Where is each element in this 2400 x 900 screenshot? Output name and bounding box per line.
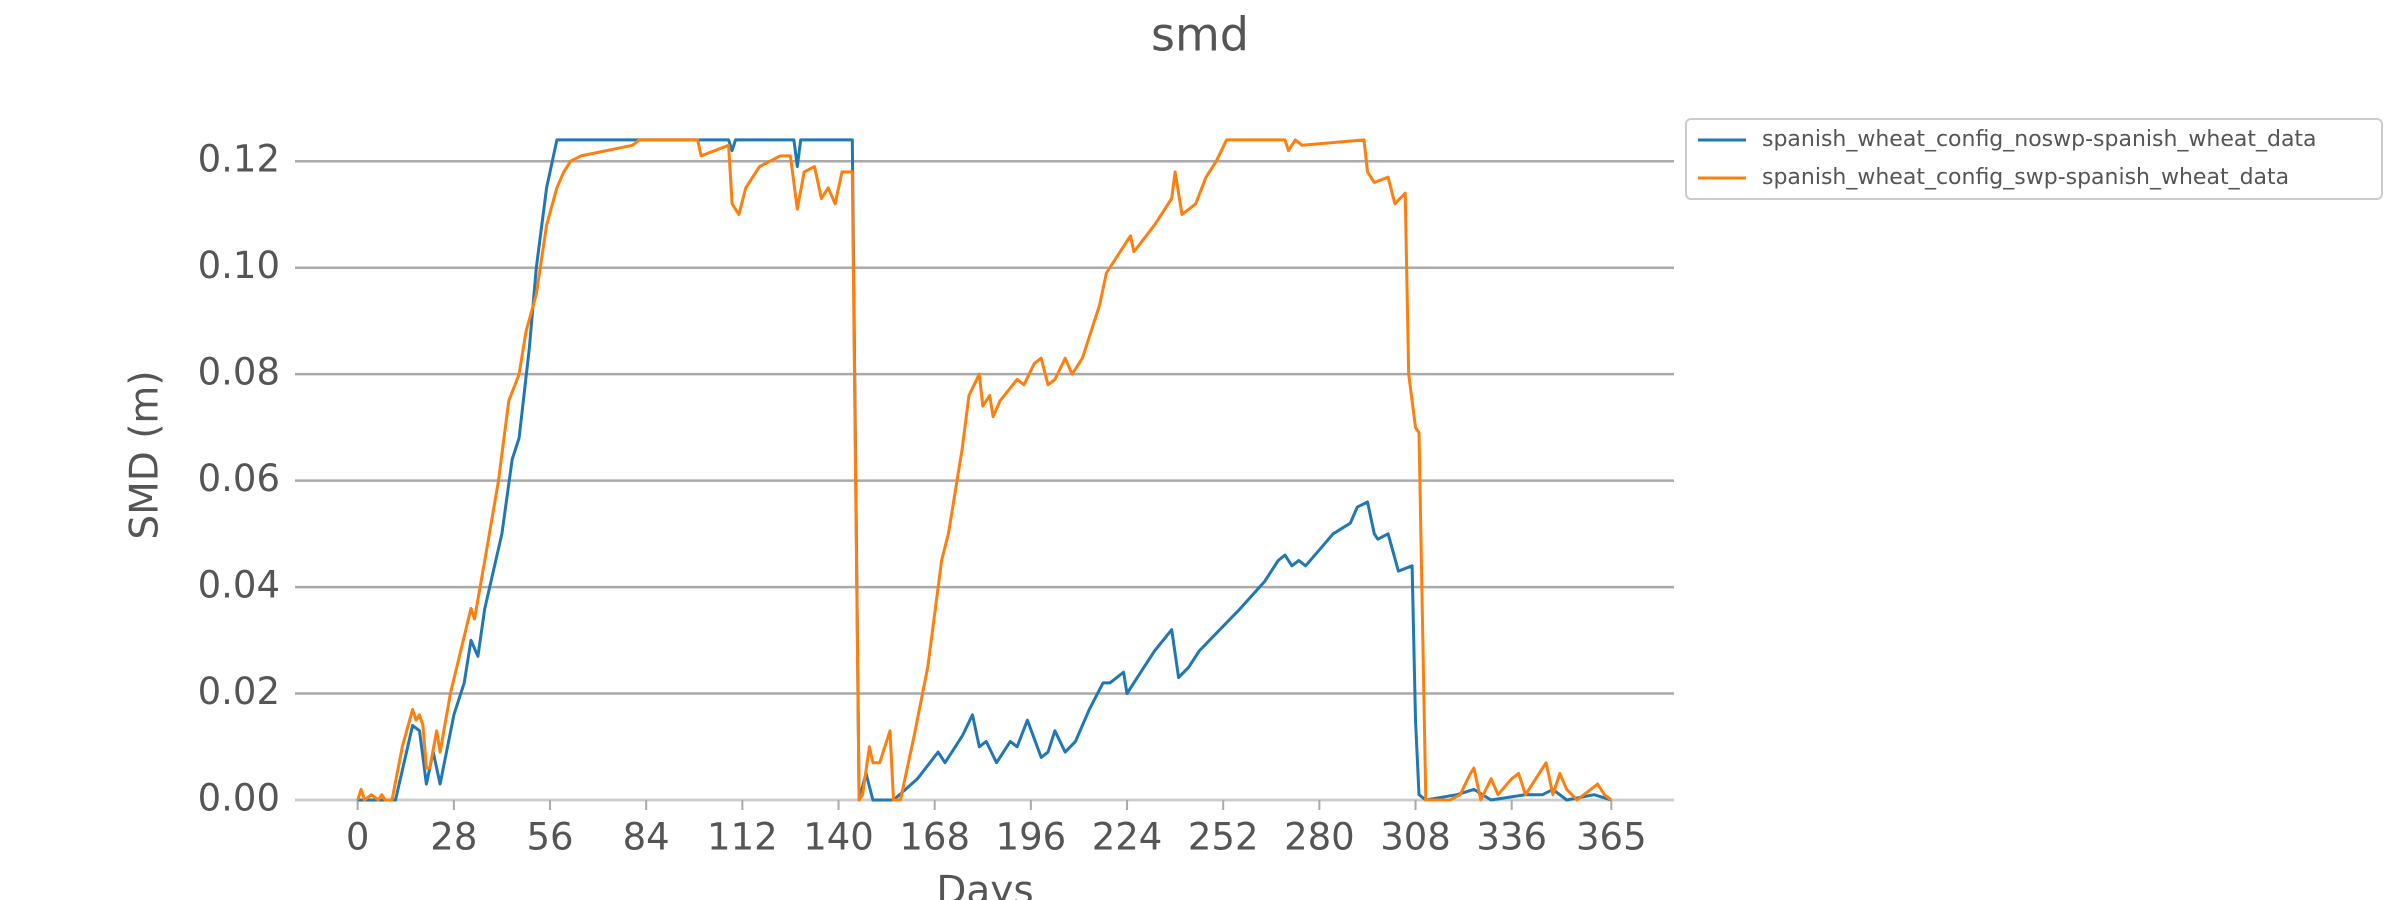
legend-label: spanish_wheat_config_noswp-spanish_wheat…	[1762, 127, 2317, 152]
x-tick-label: 280	[1284, 816, 1355, 859]
chart-title: smd	[1151, 8, 1249, 62]
legend-label: spanish_wheat_config_swp-spanish_wheat_d…	[1762, 165, 2289, 190]
y-tick-label: 0.04	[198, 564, 280, 607]
y-tick-label: 0.02	[198, 670, 280, 713]
x-tick-label: 308	[1380, 816, 1451, 859]
data-line	[357, 138, 1612, 802]
x-tick-label: 140	[803, 816, 874, 859]
y-tick-label: 0.06	[198, 457, 280, 500]
x-tick-label: 252	[1188, 816, 1259, 859]
y-tick-label: 0.12	[198, 138, 280, 181]
x-tick-label: 28	[430, 816, 477, 859]
y-axis-label: SMD (m)	[123, 370, 168, 539]
x-tick-label: 196	[996, 816, 1067, 859]
x-tick-label: 365	[1576, 816, 1647, 859]
legend-box	[1685, 118, 2383, 200]
x-tick-label: 84	[623, 816, 670, 859]
x-tick-label: 56	[526, 816, 573, 859]
x-axis-label: Days	[936, 869, 1033, 900]
x-tick-label: 168	[899, 816, 970, 859]
x-tick-label: 224	[1092, 816, 1163, 859]
x-tick-label: 112	[707, 816, 778, 859]
y-tick-label: 0.08	[198, 351, 280, 394]
data-line	[356, 138, 1613, 802]
y-tick-label: 0.10	[198, 244, 280, 287]
y-tick-label: 0.00	[198, 777, 280, 820]
x-tick-label: 336	[1476, 816, 1547, 859]
x-tick-label: 0	[346, 816, 370, 859]
